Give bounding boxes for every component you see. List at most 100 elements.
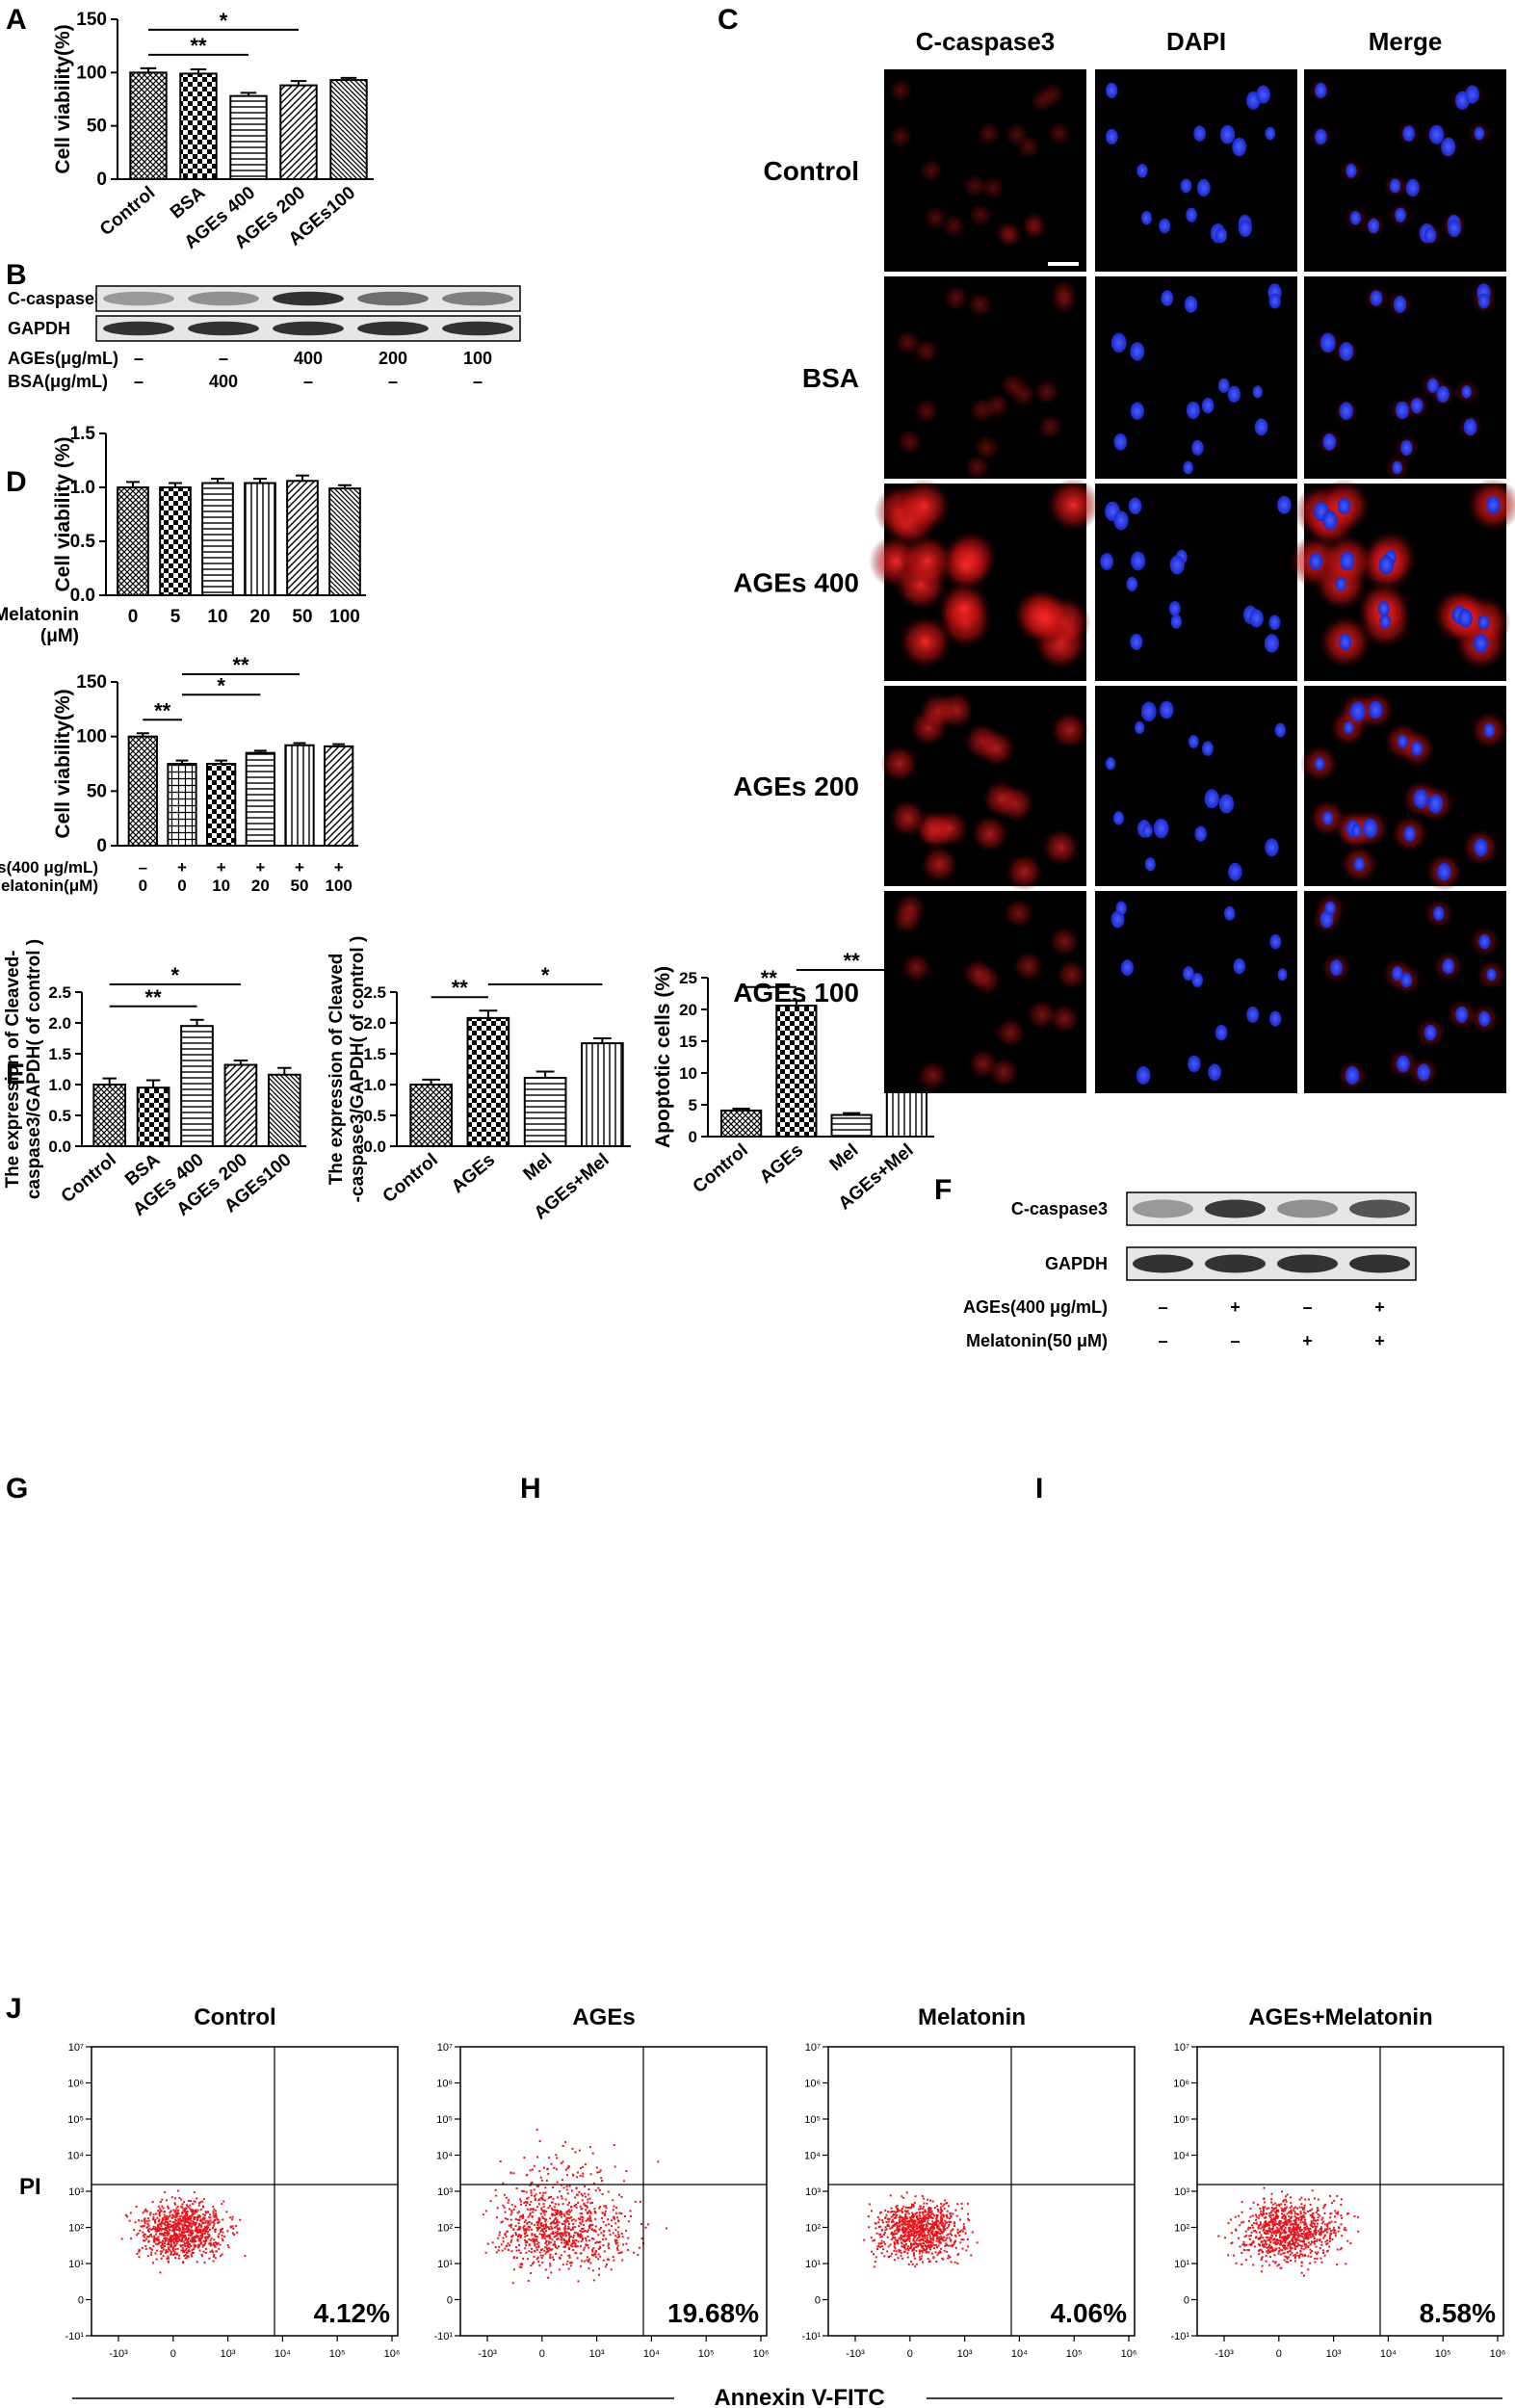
event-dot	[231, 2225, 234, 2228]
event-dot	[566, 2227, 569, 2230]
event-dot	[192, 2222, 195, 2225]
event-dot	[614, 2229, 617, 2232]
event-dot	[543, 2246, 546, 2249]
event-dot	[929, 2214, 932, 2217]
event-dot	[553, 2222, 556, 2225]
micrograph-bg	[1095, 686, 1297, 886]
event-dot	[1288, 2250, 1291, 2253]
event-dot	[179, 2217, 182, 2220]
micrograph	[1095, 686, 1297, 886]
event-dot	[211, 2249, 214, 2252]
y-axis-label: Cell viability (%)	[52, 436, 74, 591]
event-dot	[1282, 2210, 1285, 2212]
event-dot	[545, 2210, 548, 2212]
event-dot	[949, 2256, 952, 2259]
event-dot	[968, 2219, 971, 2222]
event-dot	[586, 2218, 588, 2221]
event-dot	[157, 2210, 160, 2212]
event-dot	[570, 2215, 573, 2218]
event-dot	[209, 2242, 212, 2245]
event-dot	[162, 2243, 165, 2246]
red-signal	[970, 814, 1009, 853]
event-dot	[156, 2227, 159, 2230]
event-dot	[1278, 2219, 1281, 2222]
event-dot	[907, 2212, 910, 2215]
red-signal	[1012, 950, 1045, 982]
event-dot	[156, 2242, 159, 2245]
event-dot	[541, 2233, 544, 2236]
event-dot	[149, 2212, 152, 2214]
event-dot	[165, 2218, 168, 2221]
event-dot	[902, 2222, 905, 2225]
event-dot	[1241, 2263, 1243, 2265]
event-dot	[584, 2163, 587, 2166]
event-dot	[192, 2220, 195, 2223]
event-dot	[551, 2209, 554, 2212]
event-dot	[1268, 2214, 1271, 2217]
event-dot	[231, 2218, 234, 2221]
event-dot	[1284, 2203, 1287, 2206]
event-dot	[1299, 2235, 1302, 2238]
bar	[92, 1084, 127, 1147]
event-dot	[1294, 2233, 1297, 2236]
condition-value: 400	[294, 349, 323, 368]
y-tick-label: 10⁴	[67, 2151, 84, 2162]
event-dot	[1248, 2243, 1251, 2246]
event-dot	[515, 2249, 518, 2252]
event-dot	[523, 2230, 526, 2233]
event-dot	[919, 2238, 922, 2241]
event-dot	[1300, 2215, 1303, 2218]
nucleus	[1120, 959, 1134, 977]
event-dot	[908, 2219, 911, 2222]
nucleus	[1329, 959, 1343, 977]
event-dot	[1333, 2229, 1336, 2232]
event-dot	[540, 2207, 543, 2210]
event-dot	[541, 2194, 544, 2197]
event-dot	[184, 2211, 187, 2213]
event-dot	[187, 2226, 190, 2229]
event-dot	[614, 2217, 616, 2220]
event-dot	[888, 2217, 891, 2220]
event-dot	[603, 2214, 606, 2217]
event-dot	[1245, 2243, 1248, 2246]
event-dot	[1284, 2209, 1287, 2212]
event-dot	[875, 2232, 878, 2235]
event-dot	[181, 2235, 184, 2238]
event-dot	[537, 2198, 540, 2201]
event-dot	[197, 2204, 200, 2207]
event-dot	[539, 2230, 542, 2233]
y-tick-label: 1.0	[70, 478, 95, 498]
event-dot	[615, 2238, 618, 2241]
event-dot	[1266, 2223, 1268, 2226]
event-dot	[1227, 2222, 1230, 2225]
event-dot	[940, 2211, 943, 2213]
event-dot	[1282, 2199, 1285, 2202]
event-dot	[176, 2247, 179, 2250]
event-dot	[223, 2235, 226, 2238]
event-dot	[544, 2191, 547, 2194]
event-dot	[207, 2236, 210, 2238]
event-dot	[890, 2215, 893, 2218]
event-dot	[881, 2219, 884, 2222]
event-dot	[876, 2215, 879, 2218]
event-dot	[915, 2223, 918, 2226]
event-dot	[482, 2213, 484, 2216]
event-dot	[912, 2223, 915, 2226]
event-dot	[222, 2218, 224, 2221]
event-dot	[1288, 2227, 1291, 2230]
event-dot	[188, 2246, 191, 2249]
event-dot	[914, 2240, 917, 2243]
condition-value: 200	[379, 349, 407, 368]
event-dot	[187, 2249, 190, 2252]
event-dot	[164, 2234, 167, 2237]
event-dot	[187, 2240, 190, 2243]
event-dot	[1258, 2214, 1261, 2217]
event-dot	[930, 2212, 933, 2215]
event-dot	[530, 2238, 533, 2241]
event-dot	[153, 2228, 156, 2231]
event-dot	[1328, 2245, 1331, 2248]
event-dot	[1269, 2212, 1272, 2214]
event-dot	[1254, 2229, 1257, 2232]
micrograph	[884, 69, 1086, 272]
